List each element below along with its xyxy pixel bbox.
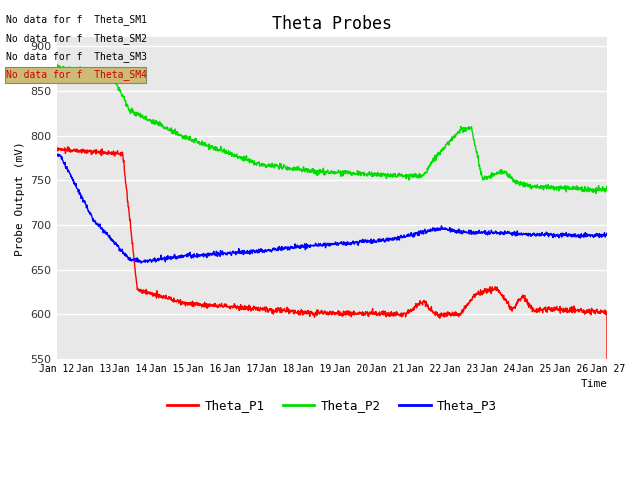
Legend: Theta_P1, Theta_P2, Theta_P3: Theta_P1, Theta_P2, Theta_P3 bbox=[162, 394, 502, 417]
Y-axis label: Probe Output (mV): Probe Output (mV) bbox=[15, 141, 25, 255]
Text: No data for f  Theta_SM2: No data for f Theta_SM2 bbox=[6, 33, 147, 44]
Text: No data for f  Theta_SM1: No data for f Theta_SM1 bbox=[6, 14, 147, 25]
Text: No data for f  Theta_SM3: No data for f Theta_SM3 bbox=[6, 51, 147, 62]
X-axis label: Time: Time bbox=[580, 379, 607, 389]
Text: No data for f  Theta_SM4: No data for f Theta_SM4 bbox=[6, 69, 147, 80]
Title: Theta Probes: Theta Probes bbox=[272, 15, 392, 33]
